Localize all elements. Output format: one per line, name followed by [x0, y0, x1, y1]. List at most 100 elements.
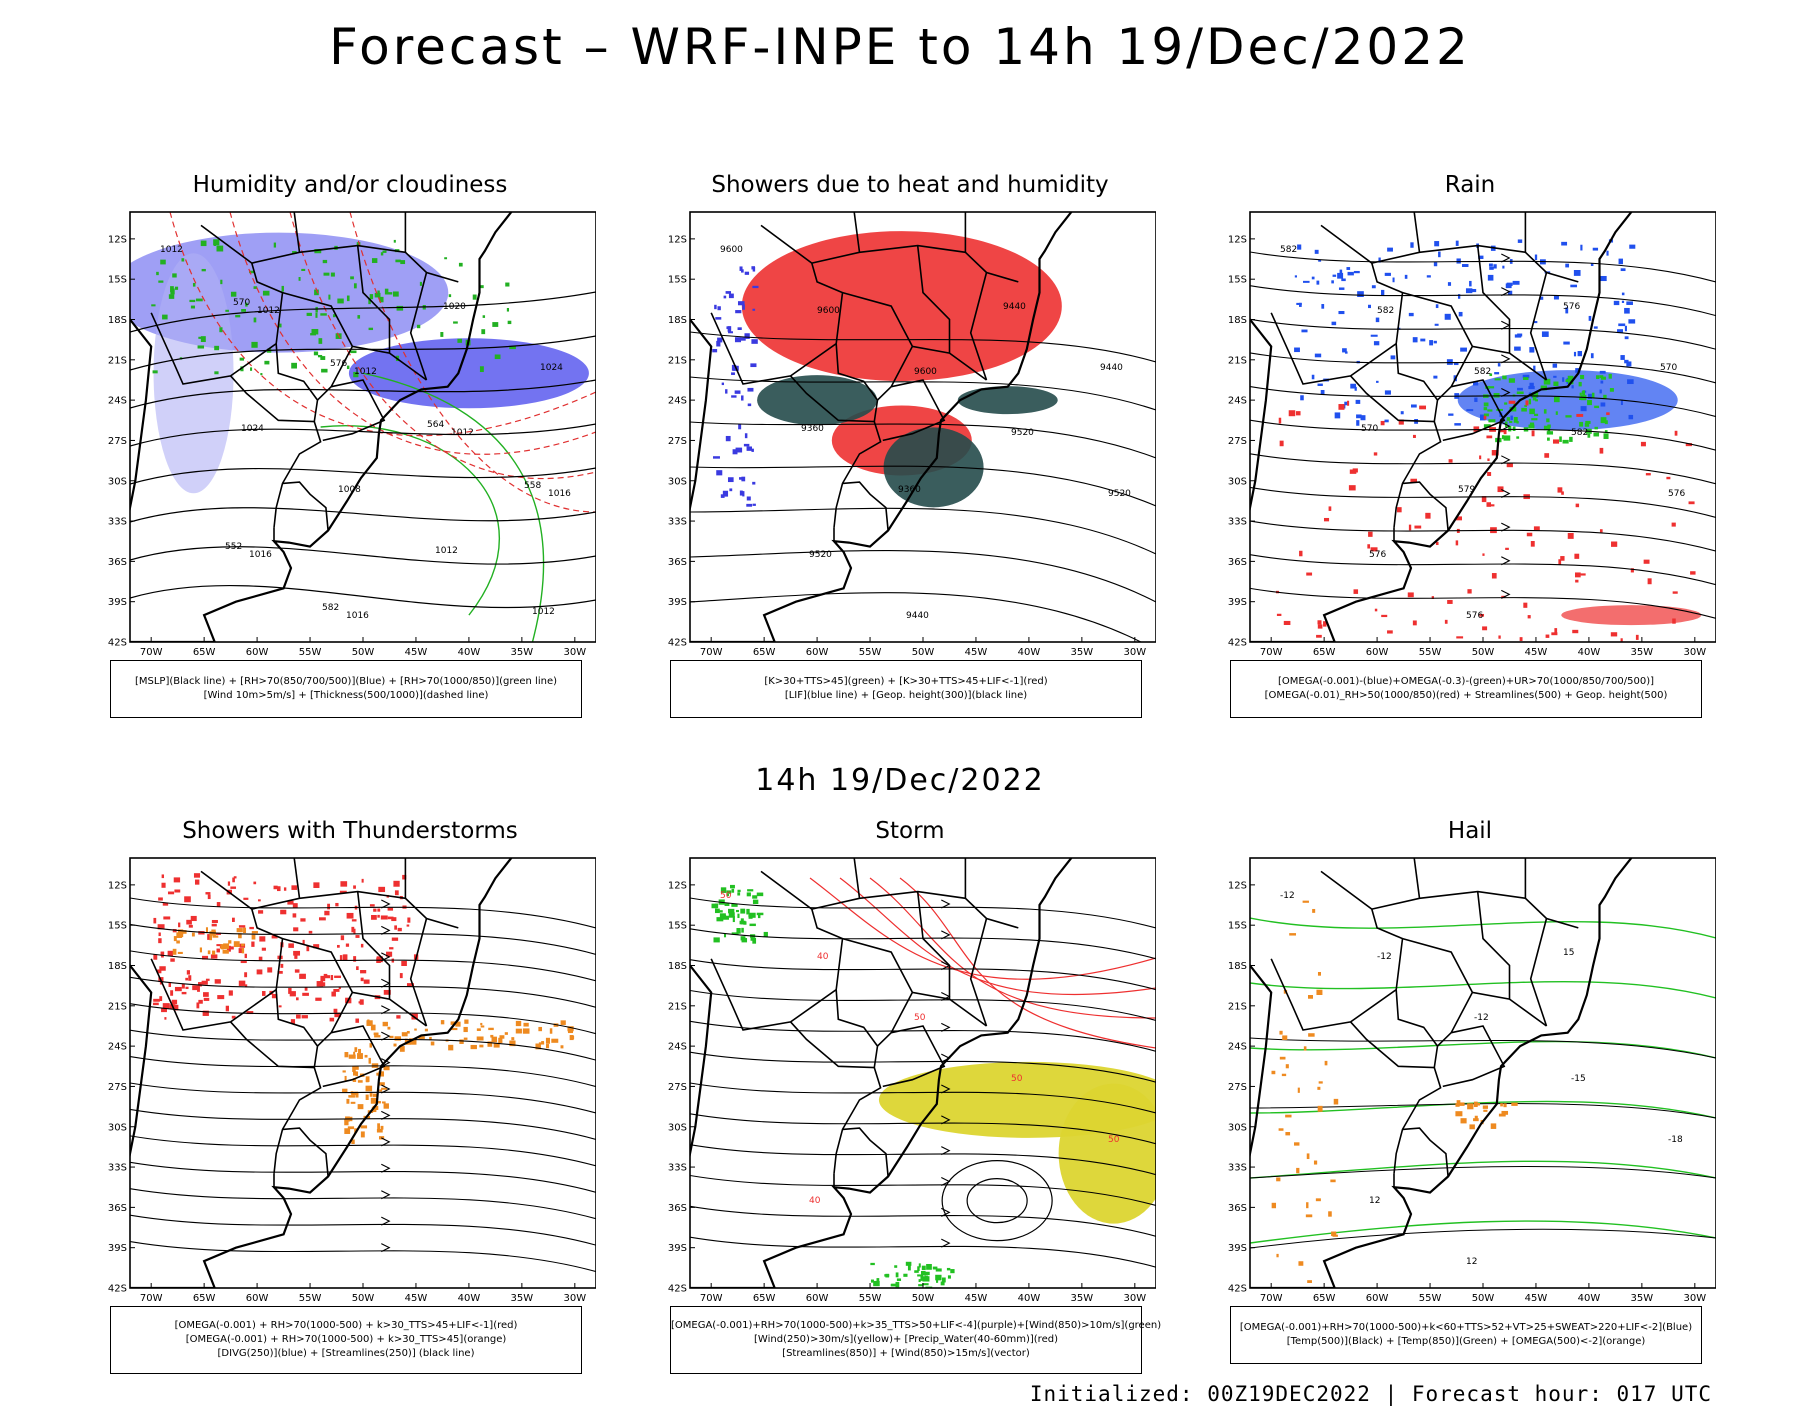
lif-blue-line [747, 387, 754, 392]
country-border [322, 1025, 386, 1088]
lat-label: 24S [108, 396, 127, 407]
omega-red [1412, 620, 1417, 626]
thunder-red [378, 886, 386, 893]
wind-850-green [940, 1281, 945, 1286]
lif-blue-line [747, 403, 752, 407]
lif-blue-line [750, 363, 757, 368]
omega-green [1535, 399, 1538, 402]
thunder-red [293, 927, 299, 932]
omega-blue [1592, 247, 1599, 251]
lon-label: 60W [1366, 1293, 1389, 1304]
lif-blue-line [732, 449, 738, 455]
wind-850-green [873, 1280, 880, 1287]
wind-850-green [884, 1274, 890, 1277]
omega-500-orange [1308, 995, 1313, 999]
thunder-orange [207, 950, 211, 955]
legend-line: [OMEGA(-0.001)+RH>70(1000-500)+k>35_TTS>… [671, 1320, 1162, 1331]
thickness-dashed [229, 212, 596, 455]
thunder-red [251, 941, 255, 947]
omega-500-orange [1298, 1261, 1304, 1266]
lat-label: 15S [668, 275, 687, 286]
thunder-orange [567, 1030, 574, 1034]
streamline-arrow [381, 978, 391, 988]
country-border [251, 244, 459, 283]
thunder-orange [487, 1041, 493, 1047]
omega-red [1530, 541, 1535, 547]
omega-blue [1457, 294, 1461, 299]
lat-label: 18S [668, 315, 687, 326]
omega-blue [1447, 282, 1452, 286]
omega-blue [1433, 375, 1438, 379]
lon-label: 45W [965, 1293, 988, 1304]
rh-green-speck [189, 299, 196, 303]
lif-blue-line [752, 285, 759, 289]
wind-850-green [752, 937, 757, 944]
thunder-red [168, 982, 172, 987]
thunder-red [313, 882, 320, 888]
omega-500-orange [1305, 1214, 1313, 1218]
omega-blue [1618, 323, 1626, 327]
lat-label: 33S [1228, 1163, 1247, 1174]
thunder-orange [377, 1123, 380, 1130]
thunder-red [407, 917, 411, 923]
mslp-isobar [130, 584, 596, 609]
contour-label: 9520 [1011, 428, 1034, 438]
omega-blue [1570, 284, 1578, 288]
contour-label: 582 [1377, 306, 1394, 316]
wind-850-green [746, 908, 750, 915]
omega-red-area [1561, 605, 1702, 626]
omega-red [1643, 559, 1650, 564]
thunder-red [333, 989, 340, 992]
rh-green-speck [337, 298, 344, 304]
rh-green-speck [281, 285, 284, 292]
thunder-red [323, 973, 328, 977]
rh-green-speck [448, 294, 452, 298]
omega-blue [1487, 274, 1494, 281]
lon-label: 40W [1578, 1293, 1601, 1304]
rh-green-speck [214, 371, 219, 375]
omega-blue [1299, 302, 1302, 307]
omega-500-orange [1456, 1100, 1461, 1104]
rh-green-speck [320, 313, 327, 316]
omega-red [1575, 572, 1581, 578]
country-border [1371, 244, 1579, 283]
omega-blue [1563, 341, 1570, 345]
omega-green [1579, 421, 1584, 427]
thunder-orange [251, 934, 256, 940]
lat-label: 30S [668, 1122, 687, 1133]
country-border [1436, 346, 1474, 401]
omega-red [1408, 524, 1412, 531]
omega-blue [1590, 353, 1594, 359]
omega-blue [1606, 250, 1609, 256]
rh-green-speck [356, 242, 361, 246]
thunder-orange [373, 1032, 379, 1036]
omega-red [1348, 485, 1356, 491]
thickness-dashed [169, 212, 596, 437]
omega-green [1587, 400, 1592, 406]
lon-label: 35W [511, 1293, 534, 1304]
thunder-red [211, 919, 218, 923]
streamline-250 [130, 1161, 596, 1193]
omega-500-orange [1317, 1105, 1323, 1112]
country-border [409, 272, 428, 381]
streamline-850 [690, 1082, 1156, 1114]
lif-blue-line [744, 333, 750, 339]
omega-500-orange [1318, 1081, 1323, 1084]
thunder-red [290, 1019, 296, 1024]
omega-red [1479, 613, 1485, 617]
contour-label: 1016 [346, 611, 369, 621]
thunder-orange [370, 1024, 376, 1031]
omega-green [1543, 425, 1548, 431]
lon-label: 50W [352, 1293, 375, 1304]
omega-blue [1488, 263, 1493, 267]
lat-label: 15S [108, 921, 127, 932]
wind-850-green [935, 1274, 942, 1281]
rh-green-speck [321, 368, 328, 373]
lif-blue-line [715, 317, 722, 320]
thunder-red [152, 1002, 159, 1006]
rh-green-speck [353, 283, 357, 289]
contour-label: 582 [1280, 245, 1297, 255]
omega-green [1567, 375, 1574, 380]
contour-label: 576 [1563, 302, 1580, 312]
omega-red [1645, 473, 1651, 476]
